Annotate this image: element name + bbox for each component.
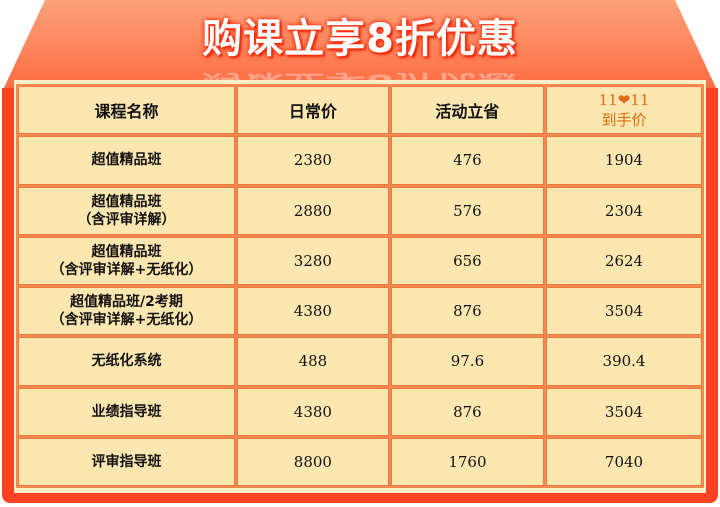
- header-final-11-right: 11: [630, 91, 650, 110]
- course-name-line: 超值精品班: [91, 243, 162, 260]
- course-name-line: （含评审详解+无纸化）: [50, 261, 203, 278]
- header-final-line1: 11❤11: [599, 91, 650, 109]
- banner-roof: [2, 0, 718, 92]
- regular-price-cell: 3280: [236, 236, 389, 285]
- table-row: 无纸化系统 488 97.6 390.4: [18, 337, 702, 386]
- heart-icon: ❤: [617, 91, 631, 110]
- header-final-11-left: 11: [598, 91, 618, 110]
- regular-price-cell: 2880: [236, 186, 389, 235]
- header-final-price: 11❤11 到手价: [546, 86, 702, 135]
- regular-price-cell: 488: [236, 337, 389, 386]
- table-row: 超值精品班 2380 476 1904: [18, 136, 702, 185]
- final-price-cell: 390.4: [546, 337, 702, 386]
- final-price-cell: 3504: [546, 387, 702, 436]
- final-price-cell: 1904: [546, 136, 702, 185]
- table-header-row: 课程名称 日常价 活动立省 11❤11 到手价: [18, 86, 702, 135]
- header-regular-price: 日常价: [236, 86, 389, 135]
- course-name-line: 评审指导班: [91, 453, 162, 470]
- course-name-cell: 超值精品班 （含评审详解）: [18, 186, 235, 235]
- table-row: 业绩指导班 4380 876 3504: [18, 387, 702, 436]
- course-name-line: 超值精品班: [91, 152, 162, 169]
- course-name-line: 超值精品班/2考期: [70, 294, 183, 311]
- savings-cell: 876: [390, 287, 545, 336]
- savings-cell: 876: [390, 387, 545, 436]
- final-price-cell: 7040: [546, 437, 702, 486]
- course-name-line: 业绩指导班: [91, 403, 162, 420]
- course-name-line: （含评审详解+无纸化）: [50, 312, 203, 329]
- table-row: 超值精品班/2考期 （含评审详解+无纸化） 4380 876 3504: [18, 287, 702, 336]
- regular-price-cell: 4380: [236, 287, 389, 336]
- price-table: 课程名称 日常价 活动立省 11❤11 到手价 超值精品班 2380 476 1904…: [16, 84, 704, 488]
- course-name-cell: 超值精品班 （含评审详解+无纸化）: [18, 236, 235, 285]
- savings-cell: 576: [390, 186, 545, 235]
- final-price-cell: 3504: [546, 287, 702, 336]
- course-name-line: （含评审详解）: [77, 211, 176, 228]
- course-name-line: 超值精品班: [91, 193, 162, 210]
- header-course-name: 课程名称: [18, 86, 235, 135]
- table-row: 评审指导班 8800 1760 7040: [18, 437, 702, 486]
- final-price-cell: 2624: [546, 236, 702, 285]
- final-price-cell: 2304: [546, 186, 702, 235]
- table-row: 超值精品班 （含评审详解+无纸化） 3280 656 2624: [18, 236, 702, 285]
- regular-price-cell: 4380: [236, 387, 389, 436]
- course-name-cell: 评审指导班: [18, 437, 235, 486]
- savings-cell: 656: [390, 236, 545, 285]
- savings-cell: 476: [390, 136, 545, 185]
- regular-price-cell: 2380: [236, 136, 389, 185]
- header-final-line2: 到手价: [601, 111, 647, 130]
- banner-title: 购课立享8折优惠: [202, 16, 518, 62]
- table-row: 超值精品班 （含评审详解） 2880 576 2304: [18, 186, 702, 235]
- course-name-cell: 无纸化系统: [18, 337, 235, 386]
- regular-price-cell: 8800: [236, 437, 389, 486]
- course-name-cell: 超值精品班: [18, 136, 235, 185]
- course-name-cell: 业绩指导班: [18, 387, 235, 436]
- savings-cell: 97.6: [390, 337, 545, 386]
- course-name-cell: 超值精品班/2考期 （含评审详解+无纸化）: [18, 287, 235, 336]
- header-savings: 活动立省: [390, 86, 545, 135]
- savings-cell: 1760: [390, 437, 545, 486]
- course-name-line: 无纸化系统: [91, 353, 162, 370]
